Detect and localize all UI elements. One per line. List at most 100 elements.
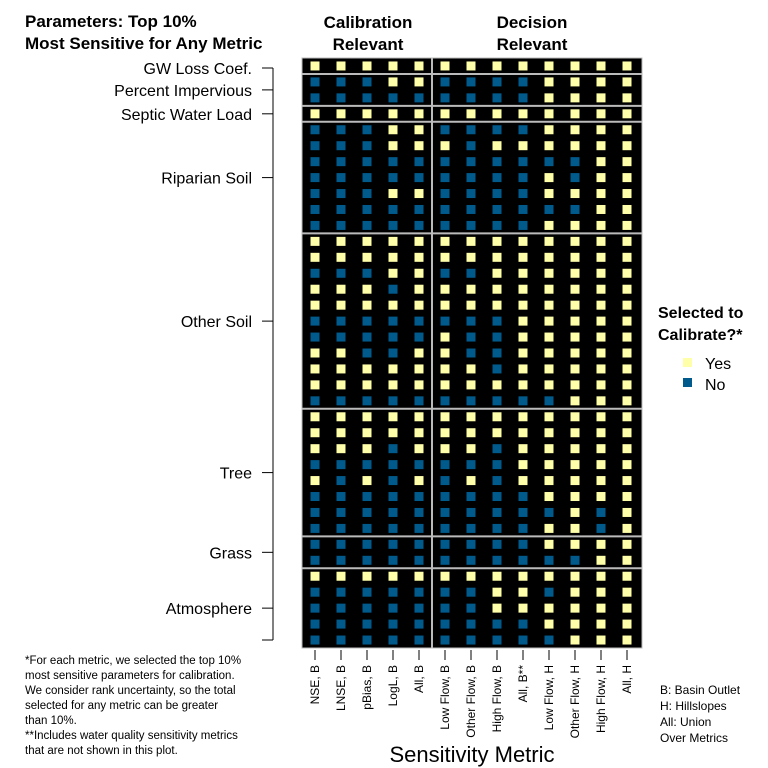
heatmap-cell	[570, 412, 580, 422]
heatmap-cell	[362, 220, 372, 230]
heatmap-cell	[388, 77, 398, 87]
heatmap-cell	[336, 348, 346, 358]
heatmap-cell	[362, 587, 372, 597]
heatmap-cell	[362, 204, 372, 214]
heatmap-cell	[362, 364, 372, 374]
heatmap-cell	[596, 539, 606, 549]
heatmap-cell	[518, 444, 528, 454]
heatmap-cell	[596, 635, 606, 645]
heatmap-cell	[362, 380, 372, 390]
heatmap-cell	[336, 157, 346, 167]
x-axis-label: Sensitivity Metric	[389, 742, 554, 767]
heatmap-cell	[388, 189, 398, 199]
heatmap-cell	[388, 141, 398, 151]
heatmap-cell	[362, 603, 372, 613]
heatmap-cell	[440, 284, 450, 294]
heatmap-cell	[570, 284, 580, 294]
heatmap-cell	[544, 268, 554, 278]
heatmap-cell	[492, 125, 502, 135]
y-group-label: Tree	[220, 466, 252, 483]
footnote-line: than 10%.	[25, 715, 77, 727]
heatmap-cell	[466, 555, 476, 565]
heatmap-cell	[544, 93, 554, 103]
heatmap-cell	[492, 539, 502, 549]
heatmap-cell	[492, 77, 502, 87]
heatmap-cell	[414, 204, 424, 214]
heatmap-cell	[570, 316, 580, 326]
heatmap-cell	[622, 571, 632, 581]
heatmap-cell	[466, 284, 476, 294]
heatmap-cell	[466, 492, 476, 502]
heatmap-cell	[622, 77, 632, 87]
heatmap-cell	[492, 236, 502, 246]
heatmap-cell	[310, 284, 320, 294]
heatmap-cell	[440, 507, 450, 517]
heatmap-cell	[414, 587, 424, 597]
x-tick-label: Low Flow, B	[438, 665, 452, 730]
heatmap-cell	[414, 236, 424, 246]
heatmap-cell	[622, 555, 632, 565]
heatmap-cell	[596, 157, 606, 167]
heatmap-cell	[544, 157, 554, 167]
heatmap-cell	[466, 539, 476, 549]
heatmap-cell	[440, 125, 450, 135]
heatmap-cell	[596, 220, 606, 230]
heatmap-cell	[440, 428, 450, 438]
plot-border	[301, 57, 643, 649]
heatmap-cell	[570, 204, 580, 214]
heatmap-cell	[362, 348, 372, 358]
heatmap-cell	[492, 316, 502, 326]
heatmap-cell	[492, 444, 502, 454]
heatmap-cell	[596, 571, 606, 581]
heatmap-cell	[518, 300, 528, 310]
heatmap-cell	[440, 141, 450, 151]
heatmap-cell	[544, 492, 554, 502]
heatmap-cell	[414, 635, 424, 645]
legend-label-yes: Yes	[705, 356, 731, 373]
heatmap-cell	[570, 61, 580, 71]
heatmap-cell	[414, 571, 424, 581]
heatmap-cell	[310, 539, 320, 549]
heatmap-cell	[570, 555, 580, 565]
heatmap-cell	[336, 300, 346, 310]
heatmap-cell	[544, 476, 554, 486]
heatmap-cell	[440, 476, 450, 486]
heatmap-cell	[310, 141, 320, 151]
heatmap-cell	[570, 539, 580, 549]
footnote-line: We consider rank uncertainty, so the tot…	[25, 685, 236, 697]
heatmap-cell	[362, 507, 372, 517]
heatmap-cell	[310, 412, 320, 422]
heatmap-cell	[544, 539, 554, 549]
heatmap-cell	[336, 380, 346, 390]
heatmap-cell	[518, 109, 528, 119]
heatmap-cell	[336, 396, 346, 406]
heatmap-cell	[362, 523, 372, 533]
heatmap-cell	[518, 396, 528, 406]
heatmap-cell	[362, 125, 372, 135]
heatmap-cell	[466, 77, 476, 87]
heatmap-cell	[518, 412, 528, 422]
heatmap-cell	[622, 476, 632, 486]
heatmap-cell	[440, 555, 450, 565]
heatmap-cell	[414, 93, 424, 103]
heatmap-cell	[518, 316, 528, 326]
heatmap-cell	[622, 380, 632, 390]
heatmap-cell	[336, 412, 346, 422]
footnote-line: that are not shown in this plot.	[25, 745, 178, 757]
heatmap-cell	[440, 412, 450, 422]
heatmap-cell	[414, 523, 424, 533]
heatmap-cell	[596, 332, 606, 342]
x-tick-label: LNSE, B	[334, 665, 348, 711]
heatmap-cell	[362, 141, 372, 151]
heatmap-cell	[570, 635, 580, 645]
heatmap-cell	[492, 619, 502, 629]
heatmap-cell	[622, 603, 632, 613]
heatmap-cell	[466, 460, 476, 470]
heatmap-cell	[622, 157, 632, 167]
heatmap-cell	[596, 460, 606, 470]
heatmap-cell	[362, 492, 372, 502]
heatmap-cell	[492, 300, 502, 310]
heatmap-cell	[570, 571, 580, 581]
heatmap-cell	[492, 284, 502, 294]
heatmap-cell	[336, 603, 346, 613]
